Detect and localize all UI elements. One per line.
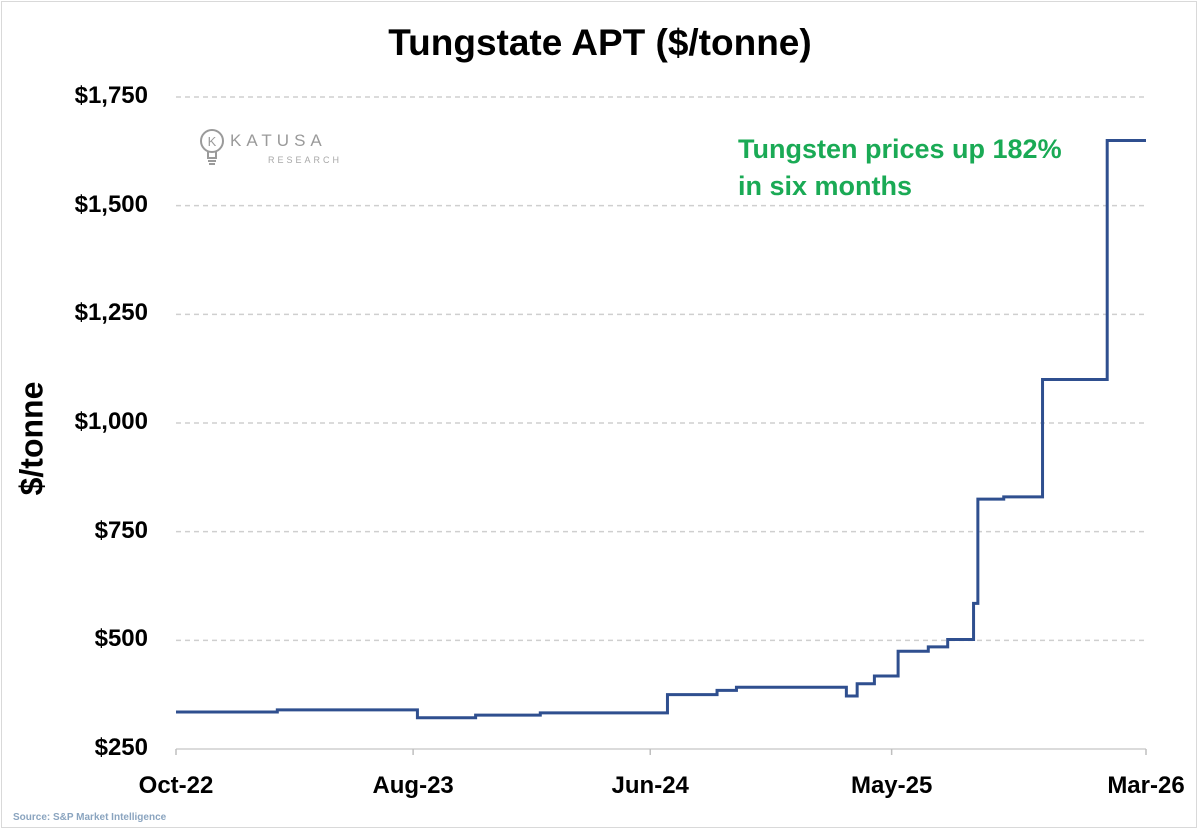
chart-annotation: Tungsten prices up 182% in six months xyxy=(738,131,1062,205)
lightbulb-icon: K xyxy=(200,129,224,165)
source-note: Source: S&P Market Intelligence xyxy=(13,812,167,823)
annotation-line-2: in six months xyxy=(738,171,913,201)
x-tick-label: Mar-26 xyxy=(1107,772,1185,799)
y-tick-label: $1,750 xyxy=(74,82,148,109)
y-tick-label: $250 xyxy=(94,734,148,761)
y-tick-label: $500 xyxy=(94,625,148,653)
logo-subword: RESEARCH xyxy=(268,155,343,165)
y-tick-label: $750 xyxy=(94,516,148,544)
axes xyxy=(175,748,1147,755)
x-tick-label: Jun-24 xyxy=(611,772,689,799)
annotation-line-1: Tungsten prices up 182% xyxy=(738,134,1062,164)
y-tick-label: $1,500 xyxy=(74,190,148,218)
x-tick-label: Aug-23 xyxy=(372,772,454,799)
y-tick-label: $1,000 xyxy=(74,408,148,435)
svg-text:K: K xyxy=(208,134,217,149)
katusa-logo: K KATUSA RESEARCH xyxy=(196,125,346,175)
gridlines xyxy=(176,96,1146,642)
x-tick-label: Oct-22 xyxy=(138,772,214,799)
chart-title: Tungstate APT ($/tonne) xyxy=(388,22,812,63)
series-line xyxy=(176,138,1146,720)
y-tick-label: $1,250 xyxy=(74,299,148,327)
x-tick-label: May-25 xyxy=(850,772,933,799)
logo-word: KATUSA xyxy=(230,131,327,150)
series-group xyxy=(176,138,1146,720)
